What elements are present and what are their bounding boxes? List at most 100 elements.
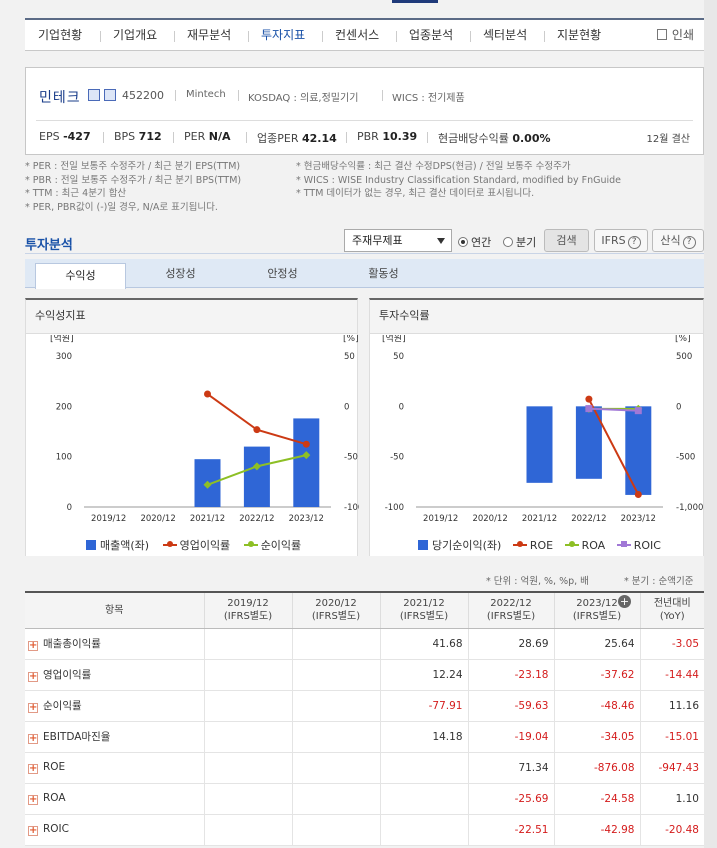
pbr-value: 10.39 xyxy=(382,130,418,143)
nav-item-shareholding[interactable]: 지분현황 xyxy=(557,28,602,42)
chart-title: 수익성지표 xyxy=(26,300,357,334)
dividend-yield-label: 현금배당수익률 xyxy=(438,132,509,145)
tab-stability[interactable]: 안정성 xyxy=(267,267,298,280)
yoy-cell: -947.43 xyxy=(639,752,704,784)
section-underline xyxy=(25,253,704,254)
x-tick-label: 2020/12 xyxy=(140,514,175,524)
statement-select[interactable]: 주재무제표 xyxy=(344,229,452,252)
bar xyxy=(526,406,553,483)
nav-item-consensus[interactable]: 컨센서스 xyxy=(335,28,380,42)
building-icon[interactable] xyxy=(104,89,116,101)
radio-checked-icon xyxy=(458,237,468,247)
expand-columns-icon[interactable]: + xyxy=(618,595,631,608)
series-line xyxy=(588,407,639,412)
row-label: ROA xyxy=(43,792,66,804)
y-axis-title: [억원] xyxy=(50,335,74,344)
print-label: 인쇄 xyxy=(671,28,694,42)
nav-item-sector-analysis[interactable]: 섹터분석 xyxy=(483,28,528,42)
nav-item-investment-indicators[interactable]: 투자지표 xyxy=(261,28,306,42)
divider xyxy=(175,90,176,101)
bar xyxy=(575,406,602,479)
legend-label: 순이익률 xyxy=(260,539,302,552)
expand-row-icon[interactable]: + xyxy=(28,640,38,651)
header-year: 2021/12 xyxy=(403,598,445,610)
home-icon[interactable] xyxy=(88,89,100,101)
nav-item-financial-analysis[interactable]: 재무분석 xyxy=(187,28,232,42)
table-row[interactable]: + ROE 71.34 -876.08 -947.43 xyxy=(25,752,704,784)
yoy-cell: -20.48 xyxy=(639,814,704,846)
tab-growth[interactable]: 성장성 xyxy=(165,267,196,280)
value-cell: -77.91 xyxy=(379,690,468,722)
nav-divider xyxy=(248,31,249,42)
company-name[interactable]: 민테크 xyxy=(39,90,81,106)
table-row[interactable]: + 매출총이익률 41.68 28.69 25.64 -3.05 xyxy=(25,628,704,660)
table-row[interactable]: + 순이익률 -77.91 -59.63 -48.46 11.16 xyxy=(25,690,704,722)
tab-activity[interactable]: 활동성 xyxy=(368,267,399,280)
row-label-cell[interactable]: + 순이익률 xyxy=(25,690,204,722)
x-tick-label: 2019/12 xyxy=(423,514,458,524)
chart-svg: [억원] [%] 300 200 100 0 50 0 -50 -100 2019/12 2020/1… xyxy=(50,335,359,524)
expand-row-icon[interactable]: + xyxy=(28,794,38,805)
y2-tick-label: 0 xyxy=(344,402,349,412)
note-line: * PBR : 전일 보통주 수정주가 / 최근 분기 BPS(TTM) xyxy=(25,174,242,186)
divider xyxy=(246,132,247,143)
expand-row-icon[interactable]: + xyxy=(28,702,38,713)
yoy-cell: -3.05 xyxy=(639,628,704,660)
row-label-cell[interactable]: + 매출총이익률 xyxy=(25,628,204,660)
note-line: * WICS : WISE Industry Classification St… xyxy=(296,174,622,186)
row-label-cell[interactable]: + ROIC xyxy=(25,814,204,846)
tab-profitability[interactable]: 수익성 xyxy=(35,263,126,289)
nav-item-company-overview[interactable]: 기업개요 xyxy=(113,28,158,42)
table-row[interactable]: + ROA -25.69 -24.58 1.10 xyxy=(25,783,704,815)
table-row[interactable]: + EBITDA마진율 14.18 -19.04 -34.05 -15.01 xyxy=(25,721,704,753)
nav-item-industry-analysis[interactable]: 업종분석 xyxy=(409,28,454,42)
row-label-cell[interactable]: + ROE xyxy=(25,752,204,784)
y2-tick-label: 500 xyxy=(676,352,692,362)
scrollbar-track[interactable] xyxy=(704,0,717,848)
bar xyxy=(243,446,270,507)
unit-note: * 단위 : 억원, %, %p, 배 xyxy=(486,576,589,587)
expand-row-icon[interactable]: + xyxy=(28,733,38,744)
value-cell xyxy=(203,721,292,753)
row-label: 순이익률 xyxy=(43,700,82,712)
yoy-cell: -14.44 xyxy=(639,659,704,691)
table-row[interactable]: + ROIC -22.51 -42.98 -20.48 xyxy=(25,814,704,846)
value-cell xyxy=(291,752,380,784)
header-basis: (IFRS별도) xyxy=(486,611,536,623)
formula-button[interactable]: 산식? xyxy=(652,229,704,252)
notes-right: * 현금배당수익률 : 최근 결산 수정DPS(현금) / 전일 보통주 수정주… xyxy=(296,160,621,201)
row-label: EBITDA마진율 xyxy=(43,731,111,743)
row-label-cell[interactable]: + ROA xyxy=(25,783,204,815)
header-basis: (IFRS별도) xyxy=(311,611,361,623)
yoy-cell: 11.16 xyxy=(639,690,704,722)
radio-quarter[interactable]: 분기 xyxy=(503,234,536,250)
legend-label: 매출액(좌) xyxy=(100,539,150,552)
x-tick-label: 2022/12 xyxy=(239,514,274,524)
y2-axis-title: [%] xyxy=(343,335,359,344)
radio-annual[interactable]: 연간 xyxy=(458,234,491,250)
bps-metric: BPS 712 xyxy=(114,130,162,143)
value-cell xyxy=(379,814,468,846)
value-cell: -48.46 xyxy=(553,690,640,722)
chart-legend: 당기순이익(좌) ROE ROA ROIC xyxy=(418,537,661,553)
expand-row-icon[interactable]: + xyxy=(28,763,38,774)
x-tick-label: 2023/12 xyxy=(621,514,656,524)
company-summary: 민테크 452200 Mintech KOSDAQ : 의료,정밀기기 WICS… xyxy=(25,67,704,155)
divider xyxy=(238,90,239,101)
expand-row-icon[interactable]: + xyxy=(28,825,38,836)
nav-divider xyxy=(322,31,323,42)
row-label-cell[interactable]: + 영업이익률 xyxy=(25,659,204,691)
value-cell: -59.63 xyxy=(467,690,554,722)
print-button[interactable]: 인쇄 xyxy=(656,20,694,51)
table-row[interactable]: + 영업이익률 12.24 -23.18 -37.62 -14.44 xyxy=(25,659,704,691)
legend-label: 영업이익률 xyxy=(179,539,231,552)
value-cell xyxy=(291,783,380,815)
ifrs-button[interactable]: IFRS? xyxy=(594,229,648,252)
expand-row-icon[interactable]: + xyxy=(28,671,38,682)
search-button[interactable]: 검색 xyxy=(544,229,589,252)
row-label-cell[interactable]: + EBITDA마진율 xyxy=(25,721,204,753)
y2-tick-label: -100 xyxy=(344,503,359,513)
nav-divider xyxy=(470,31,471,42)
nav-item-company-status[interactable]: 기업현황 xyxy=(38,28,83,42)
series-point xyxy=(253,426,261,434)
